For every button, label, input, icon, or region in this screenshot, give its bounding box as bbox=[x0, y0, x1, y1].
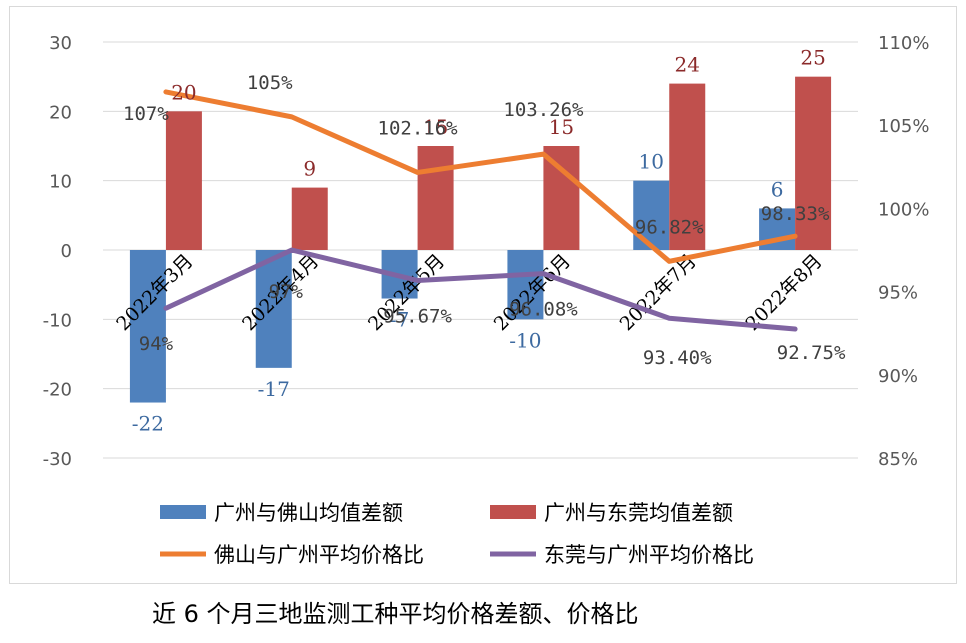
data-label-foshan-diff: 6 bbox=[771, 177, 784, 201]
y-left-tick-label: -30 bbox=[43, 449, 72, 470]
data-label-foshan-diff: -10 bbox=[509, 328, 541, 352]
bar-foshan-diff bbox=[255, 250, 292, 368]
y-left-tick-label: 0 bbox=[61, 241, 72, 262]
data-label-foshan-ratio: 96.82% bbox=[635, 216, 704, 238]
data-label-foshan-ratio: 107% bbox=[123, 103, 169, 125]
bar-dongguan-diff bbox=[417, 146, 454, 250]
x-category-label: 2022年7月 bbox=[616, 250, 701, 335]
chart-caption: 近 6 个月三地监测工种平均价格差额、价格比 bbox=[152, 600, 639, 628]
data-label-foshan-ratio: 98.33% bbox=[761, 203, 830, 225]
legend-swatch bbox=[490, 505, 536, 519]
data-label-foshan-diff: 10 bbox=[639, 150, 664, 174]
line-dongguan-ratio bbox=[163, 247, 798, 332]
data-label-dongguan-ratio: 92.75% bbox=[777, 342, 846, 364]
data-label-foshan-diff: -7 bbox=[390, 308, 409, 332]
data-label-foshan-ratio: 103.26% bbox=[503, 99, 584, 121]
y-right-tick-label: 100% bbox=[878, 199, 929, 220]
data-label-dongguan-diff: 25 bbox=[800, 46, 825, 70]
y-right-tick-label: 95% bbox=[878, 283, 918, 304]
y-right-tick-label: 90% bbox=[878, 366, 918, 387]
legend-label: 东莞与广州平均价格比 bbox=[544, 543, 754, 567]
legend-label: 广州与东莞均值差额 bbox=[544, 501, 733, 525]
bar-dongguan-diff bbox=[165, 111, 202, 250]
y-left-tick-label: 10 bbox=[49, 172, 72, 193]
legend-label: 佛山与广州平均价格比 bbox=[214, 543, 424, 567]
data-label-dongguan-diff: 15 bbox=[549, 115, 574, 139]
data-label-dongguan-ratio: 93.40% bbox=[643, 347, 712, 369]
x-category-label: 2022年8月 bbox=[741, 250, 826, 335]
y-right-tick-label: 110% bbox=[878, 33, 929, 54]
data-label-foshan-ratio: 105% bbox=[247, 72, 293, 94]
data-label-dongguan-ratio: 97% bbox=[269, 281, 304, 303]
bar-dongguan-diff bbox=[291, 187, 328, 250]
y-left-tick-label: 20 bbox=[49, 102, 72, 123]
y-left-tick-label: -10 bbox=[43, 310, 72, 331]
data-label-foshan-diff: -17 bbox=[258, 377, 290, 401]
data-label-dongguan-diff: 15 bbox=[423, 115, 448, 139]
data-label-dongguan-diff: 24 bbox=[675, 53, 700, 77]
bar-foshan-diff bbox=[507, 250, 544, 320]
legend-swatch bbox=[160, 505, 206, 519]
bar-dongguan-diff bbox=[669, 83, 706, 250]
line-foshan-ratio bbox=[163, 89, 798, 264]
data-label-foshan-ratio: 102.16% bbox=[378, 117, 459, 139]
data-label-dongguan-ratio: 95.67% bbox=[383, 305, 452, 327]
legend-label: 广州与佛山均值差额 bbox=[214, 501, 403, 525]
data-label-dongguan-diff: 20 bbox=[171, 80, 196, 104]
data-label-dongguan-diff: 9 bbox=[303, 157, 316, 181]
bar-dongguan-diff bbox=[795, 76, 832, 251]
y-left-tick-label: -20 bbox=[43, 380, 72, 401]
bar-dongguan-diff bbox=[543, 146, 580, 250]
chart: 3020100-10-20-30110%105%100%95%90%85%202… bbox=[43, 33, 930, 567]
y-left-tick-label: 30 bbox=[49, 33, 72, 54]
y-right-tick-label: 85% bbox=[878, 449, 918, 470]
bar-foshan-diff bbox=[129, 250, 166, 403]
data-label-foshan-diff: -22 bbox=[132, 412, 164, 436]
data-label-dongguan-ratio: 96.08% bbox=[509, 299, 578, 321]
y-right-tick-label: 105% bbox=[878, 116, 929, 137]
data-label-dongguan-ratio: 94% bbox=[139, 333, 174, 355]
